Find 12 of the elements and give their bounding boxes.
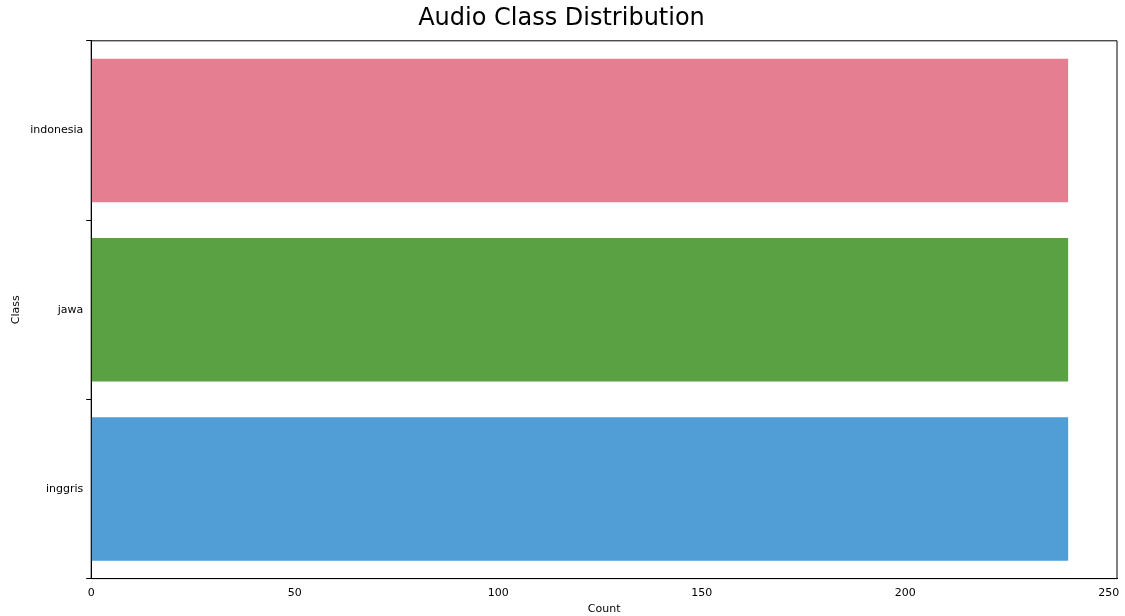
x-tick-label: 100 xyxy=(487,586,509,600)
y-tick-label: jawa xyxy=(56,302,84,316)
x-tick-label: 50 xyxy=(287,586,302,600)
x-tick-label: 150 xyxy=(691,586,713,600)
y-axis-title: Class xyxy=(9,294,23,325)
x-axis-title: Count xyxy=(587,602,622,616)
x-tick-label: 250 xyxy=(1098,586,1120,600)
x-tick-label: 200 xyxy=(894,586,916,600)
y-tick-label: indonesia xyxy=(30,123,84,137)
x-tick-label: 0 xyxy=(87,586,95,600)
y-tick-label: inggris xyxy=(45,481,84,495)
chart-title: Audio Class Distribution xyxy=(418,2,705,31)
